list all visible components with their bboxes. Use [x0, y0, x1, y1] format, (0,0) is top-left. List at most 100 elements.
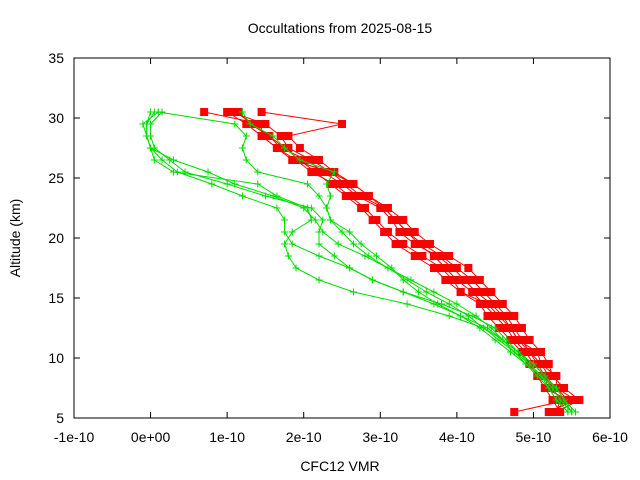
y-tick-label: 30 — [48, 110, 64, 126]
data-point — [231, 180, 239, 188]
data-point — [284, 132, 293, 140]
data-point — [338, 228, 346, 236]
data-point — [330, 252, 338, 260]
data-point — [479, 288, 488, 296]
data-point — [369, 276, 377, 284]
data-point — [483, 312, 492, 320]
data-point — [391, 240, 400, 248]
data-point — [295, 144, 304, 152]
data-point — [487, 324, 495, 332]
data-point — [517, 348, 526, 356]
data-point — [341, 192, 350, 200]
data-point — [525, 336, 534, 344]
data-point — [231, 120, 239, 128]
data-point — [510, 408, 519, 416]
data-point — [560, 384, 569, 392]
data-point — [457, 312, 465, 320]
data-point — [429, 264, 438, 272]
data-point — [564, 408, 572, 416]
data-point — [399, 216, 408, 224]
plot-area — [139, 108, 584, 416]
data-point — [563, 396, 572, 404]
data-point — [357, 204, 366, 212]
data-point — [464, 264, 473, 272]
data-point — [357, 192, 366, 200]
data-point — [560, 396, 568, 404]
data-point — [399, 240, 408, 248]
data-point — [422, 288, 430, 296]
data-point — [430, 288, 438, 296]
data-point — [269, 132, 277, 140]
data-point — [380, 204, 389, 212]
data-point — [257, 108, 266, 116]
data-point — [349, 288, 357, 296]
data-point — [545, 384, 553, 392]
data-point — [254, 168, 262, 176]
data-point — [403, 276, 411, 284]
data-point — [307, 216, 315, 224]
data-point — [414, 240, 423, 248]
x-tick-label: 0e+00 — [131, 429, 171, 445]
data-point — [304, 180, 312, 188]
series-line — [146, 111, 573, 413]
data-point — [288, 228, 296, 236]
data-point — [242, 132, 250, 140]
data-point — [311, 168, 320, 176]
data-point — [502, 324, 511, 332]
data-point — [326, 180, 335, 188]
data-point — [284, 252, 292, 260]
data-point — [410, 228, 419, 236]
data-point — [445, 300, 453, 308]
data-point — [318, 168, 327, 176]
x-tick-label: 2e-10 — [286, 429, 322, 445]
data-point — [453, 300, 461, 308]
data-point — [315, 192, 323, 200]
data-point — [468, 276, 477, 284]
data-point — [468, 288, 477, 296]
data-point — [452, 276, 461, 284]
data-point — [502, 312, 511, 320]
data-point — [246, 120, 254, 128]
axes: -1e-10 0e+00 1e-10 2e-10 3e-10 4e-10 5e-10 6e-1… — [48, 50, 628, 445]
data-point — [276, 132, 285, 140]
data-point — [399, 288, 407, 296]
data-point — [494, 324, 503, 332]
data-point — [223, 108, 232, 116]
data-point — [257, 120, 266, 128]
data-point — [315, 156, 324, 164]
data-point — [506, 336, 515, 344]
data-point — [415, 288, 423, 296]
data-point — [349, 240, 357, 248]
data-point — [257, 132, 266, 140]
data-point — [242, 156, 250, 164]
data-point — [441, 264, 450, 272]
series-green-6 — [238, 108, 580, 416]
data-point — [254, 180, 262, 188]
x-tick-label: 5e-10 — [516, 429, 552, 445]
data-point — [418, 252, 427, 260]
data-point — [315, 276, 323, 284]
data-point — [281, 228, 289, 236]
data-point — [429, 252, 438, 260]
data-point — [319, 228, 327, 236]
data-point — [472, 312, 480, 320]
x-tick-label: 1e-10 — [209, 429, 245, 445]
x-axis-label: CFC12 VMR — [300, 458, 379, 474]
data-point — [315, 240, 323, 248]
data-point — [491, 312, 500, 320]
data-point — [281, 240, 289, 248]
data-point — [475, 276, 484, 284]
data-point — [510, 312, 519, 320]
x-tick-label: 4e-10 — [439, 429, 475, 445]
data-point — [464, 312, 472, 320]
data-point — [498, 300, 507, 308]
data-point — [552, 384, 560, 392]
data-point — [537, 348, 546, 356]
data-point — [223, 180, 231, 188]
data-point — [445, 312, 453, 320]
data-point — [552, 396, 560, 404]
data-point — [341, 180, 350, 188]
data-point — [288, 156, 297, 164]
data-point — [491, 300, 500, 308]
data-point — [368, 216, 377, 224]
